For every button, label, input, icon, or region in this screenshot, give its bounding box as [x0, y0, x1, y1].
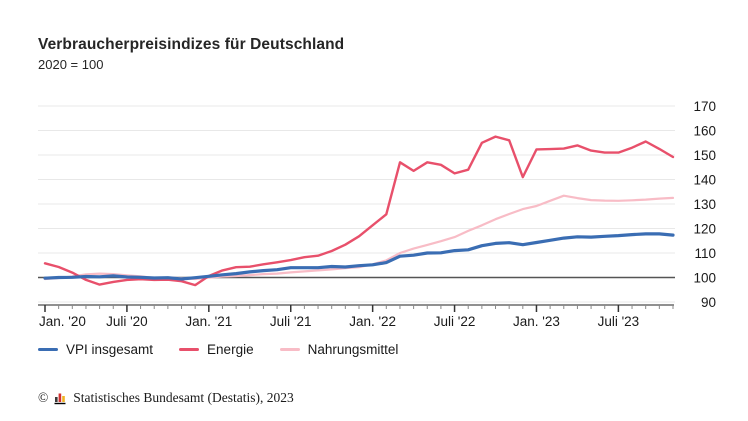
footer-text: Statistisches Bundesamt (Destatis), 2023	[73, 390, 294, 405]
chart-footer: © Statistisches Bundesamt (Destatis), 20…	[38, 390, 294, 406]
y-tick-label: 150	[693, 148, 716, 163]
legend-label-energie: Energie	[207, 342, 254, 357]
legend-line-swatch-energie	[179, 348, 200, 351]
legend-line-swatch-vpi	[38, 347, 58, 352]
y-tick-label: 130	[693, 197, 716, 212]
y-tick-label: 120	[693, 222, 716, 237]
chart-subtitle: 2020 = 100	[38, 57, 104, 72]
x-tick-label: Juli '22	[434, 314, 476, 329]
legend-item-nahrungsmittel[interactable]: Nahrungsmittel	[279, 342, 399, 357]
legend-item-vpi-insgesamt[interactable]: VPI insgesamt	[38, 342, 153, 357]
x-tick-label: Jan. '20	[39, 314, 86, 329]
y-tick-label: 160	[693, 124, 716, 139]
x-tick-label: Juli '20	[106, 314, 148, 329]
legend-item-energie[interactable]: Energie	[179, 342, 254, 357]
y-tick-label: 90	[701, 295, 716, 310]
y-tick-label: 100	[693, 271, 716, 286]
chart-legend: VPI insgesamt Energie Nahrungsmittel	[38, 342, 398, 357]
series-line-energie	[43, 135, 675, 287]
x-tick-label: Jan. '22	[349, 314, 396, 329]
legend-label-vpi: VPI insgesamt	[66, 342, 154, 357]
series-line-vpi-insgesamt	[43, 232, 675, 281]
x-tick-label: Jan. '21	[185, 314, 232, 329]
y-tick-label: 140	[693, 173, 716, 188]
x-tick-label: Juli '21	[270, 314, 312, 329]
y-tick-label: 170	[693, 99, 716, 114]
x-tick-label: Jan. '23	[513, 314, 560, 329]
chart-title: Verbraucherpreisindizes für Deutschland	[38, 36, 345, 53]
y-tick-label: 110	[694, 246, 716, 261]
x-tick-label: Juli '23	[598, 314, 640, 329]
legend-label-nahrungsmittel: Nahrungsmittel	[307, 342, 399, 357]
legend-line-swatch-nahrungsmittel	[279, 348, 300, 351]
destatis-bar-chart-icon	[54, 393, 66, 404]
copyright-symbol: ©	[38, 390, 49, 405]
